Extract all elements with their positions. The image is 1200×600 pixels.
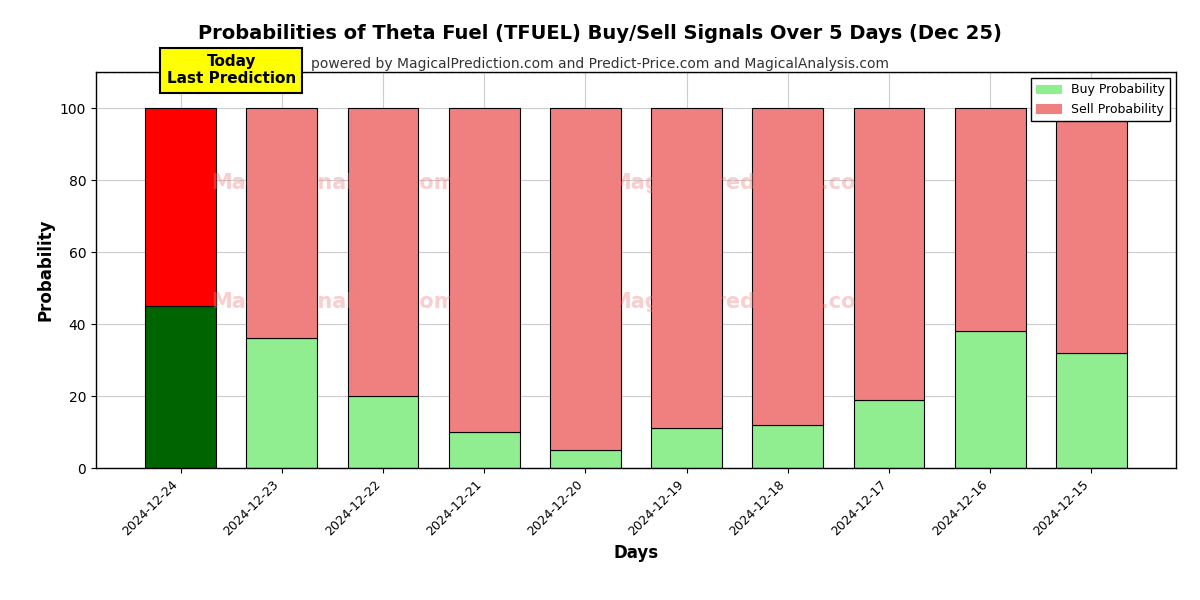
- Bar: [652, 428, 722, 468]
- Bar: [752, 425, 823, 468]
- Bar: [550, 108, 620, 450]
- Y-axis label: Probability: Probability: [36, 219, 54, 321]
- Bar: [246, 338, 317, 468]
- Bar: [449, 108, 520, 432]
- Bar: [348, 396, 419, 468]
- Bar: [1056, 353, 1127, 468]
- Bar: [246, 108, 317, 338]
- Text: Today
Last Prediction: Today Last Prediction: [167, 54, 295, 86]
- Text: powered by MagicalPrediction.com and Predict-Price.com and MagicalAnalysis.com: powered by MagicalPrediction.com and Pre…: [311, 57, 889, 71]
- Bar: [550, 450, 620, 468]
- Bar: [853, 400, 924, 468]
- Bar: [145, 306, 216, 468]
- Bar: [955, 108, 1026, 331]
- Bar: [955, 331, 1026, 468]
- Bar: [652, 108, 722, 428]
- Bar: [853, 108, 924, 400]
- Text: MagicalAnalysis.com: MagicalAnalysis.com: [211, 292, 456, 311]
- X-axis label: Days: Days: [613, 544, 659, 562]
- Bar: [1056, 108, 1127, 353]
- Text: MagicalAnalysis.com: MagicalAnalysis.com: [211, 173, 456, 193]
- Legend: Buy Probability, Sell Probability: Buy Probability, Sell Probability: [1031, 78, 1170, 121]
- Bar: [449, 432, 520, 468]
- Text: Probabilities of Theta Fuel (TFUEL) Buy/Sell Signals Over 5 Days (Dec 25): Probabilities of Theta Fuel (TFUEL) Buy/…: [198, 24, 1002, 43]
- Text: MagicalPrediction.com: MagicalPrediction.com: [611, 173, 877, 193]
- Bar: [145, 108, 216, 306]
- Bar: [752, 108, 823, 425]
- Bar: [348, 108, 419, 396]
- Text: MagicalPrediction.com: MagicalPrediction.com: [611, 292, 877, 311]
